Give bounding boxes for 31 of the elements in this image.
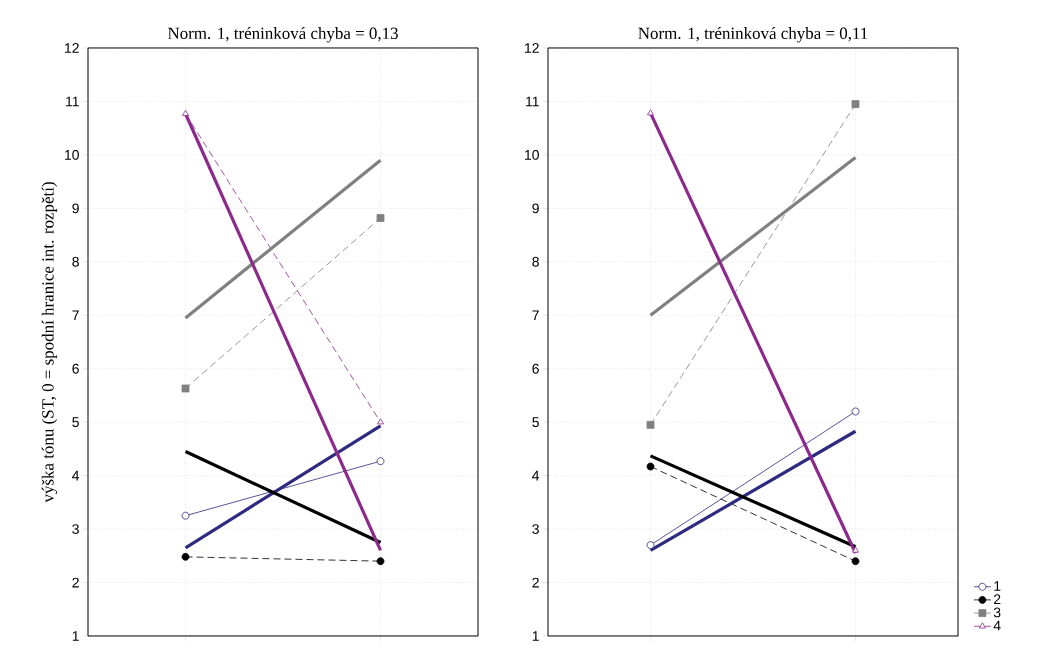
y-tick-label: 7 (532, 310, 539, 321)
legend-label: 2 (994, 594, 1001, 605)
y-tick-label: 9 (532, 203, 539, 214)
y-tick-label: 9 (72, 203, 79, 214)
y-tick-label: 10 (525, 149, 539, 160)
y-tick-label: 2 (72, 577, 79, 588)
y-tick-label: 1 (72, 631, 79, 641)
y-tick-label: 7 (72, 310, 79, 321)
y-tick-label: 3 (532, 524, 539, 535)
legend-label: 3 (993, 607, 1001, 618)
y-tick-label: 1 (532, 631, 539, 641)
y-tick-label: 12 (525, 43, 539, 53)
y-tick-label: 8 (72, 256, 79, 267)
y-tick-label: 5 (72, 417, 79, 428)
legend-label: 4 (993, 620, 1001, 631)
y-tick-label: 11 (66, 96, 79, 107)
y-tick-label: 3 (72, 524, 79, 535)
chart-title: Norm. 1, tréninková chyba = 0,13 (167, 27, 398, 43)
legend-label: 1 (994, 581, 1001, 591)
y-tick-label: 6 (72, 363, 79, 374)
y-tick-label: 11 (526, 96, 539, 107)
y-axis-title: výška tónu (ST, 0 = spodní hranice int. rozpětí) (41, 182, 58, 503)
y-tick-label: 2 (532, 577, 539, 588)
y-tick-label: 10 (65, 149, 79, 160)
y-tick-label: 5 (532, 417, 539, 428)
y-tick-label: 12 (65, 43, 79, 53)
y-tick-label: 6 (532, 363, 539, 374)
chart-title: Norm. 1, tréninková chyba = 0,11 (638, 27, 868, 43)
y-tick-label: 4 (532, 470, 540, 481)
y-tick-label: 8 (532, 256, 539, 267)
y-tick-label: 4 (72, 470, 80, 481)
